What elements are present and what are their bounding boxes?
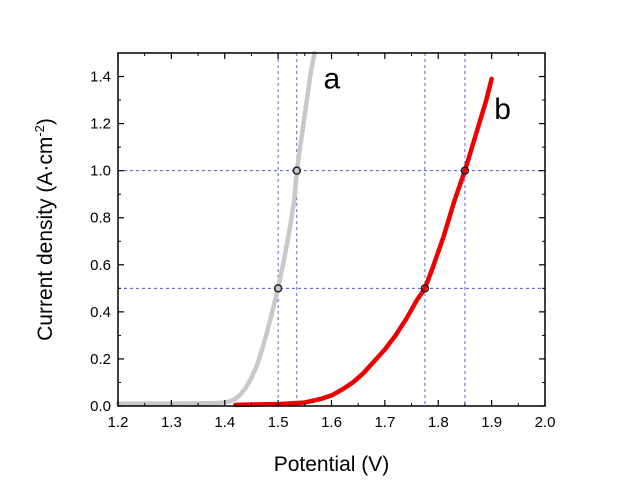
data-marker-a xyxy=(273,284,283,293)
series-line-b xyxy=(233,76,494,408)
y-tick-label: 0.4 xyxy=(90,304,111,321)
curve-label-b: b xyxy=(494,93,511,126)
data-marker-a xyxy=(292,166,302,175)
y-tick-label: 1.2 xyxy=(90,116,111,133)
x-tick-label: 1.9 xyxy=(481,414,502,431)
y-axis-title-main: Current density (A·cm xyxy=(34,137,57,341)
curve-label-a: a xyxy=(323,62,340,95)
data-marker-b xyxy=(460,166,470,175)
x-tick-label: 1.3 xyxy=(161,414,182,431)
x-tick-label: 1.2 xyxy=(108,414,129,431)
y-axis-title-close: ) xyxy=(34,118,57,125)
label-layer: 1.2 1.3 1.4 1.5 1.6 1.7 1.8 1.9 2.0 0.0 0.2 0.4 0.6 0… xyxy=(90,62,555,431)
y-tick-label: 1.4 xyxy=(90,69,111,86)
reference-lines xyxy=(118,53,545,406)
x-tick-label: 1.8 xyxy=(428,414,449,431)
y-tick-label: 0.8 xyxy=(90,210,111,227)
marker-layer xyxy=(273,166,470,293)
y-tick-label: 0.0 xyxy=(90,398,111,415)
y-tick-label: 0.6 xyxy=(90,257,111,274)
x-tick-label: 1.6 xyxy=(321,414,342,431)
x-tick-label: 1.4 xyxy=(214,414,235,431)
series-layer xyxy=(115,50,494,408)
data-marker-b xyxy=(420,284,430,293)
series-line-a xyxy=(115,50,317,406)
x-axis-title: Potential (V) xyxy=(274,453,390,476)
y-axis-title: Current density (A·cm-2) xyxy=(32,118,57,341)
x-tick-label: 1.7 xyxy=(374,414,395,431)
x-tick-label: 2.0 xyxy=(535,414,556,431)
plot-frame xyxy=(117,52,546,407)
x-tick-label: 1.5 xyxy=(268,414,289,431)
tick-layer xyxy=(117,52,546,407)
y-tick-label: 0.2 xyxy=(90,351,111,368)
y-tick-label: 1.0 xyxy=(90,163,111,180)
y-axis-title-exponent: -2 xyxy=(32,125,47,137)
